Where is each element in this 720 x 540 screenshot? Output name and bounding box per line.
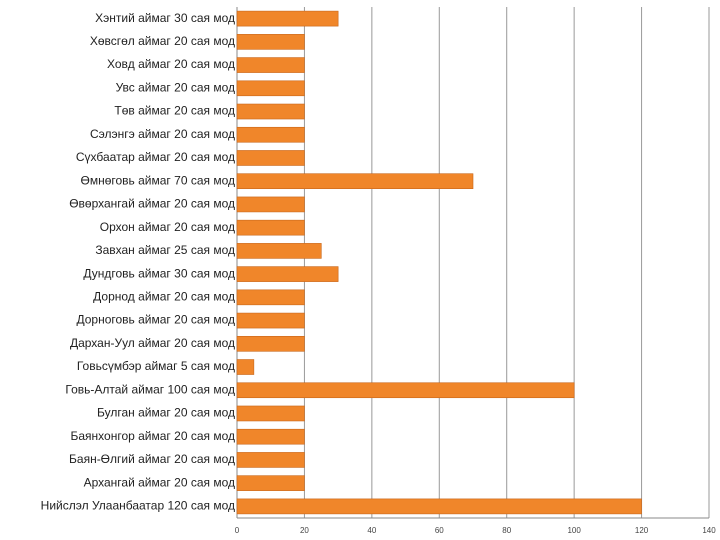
y-tick-label: Төв аймаг 20 сая мод — [114, 104, 235, 118]
y-tick-label: Өмнөговь аймаг 70 сая мод — [81, 173, 236, 187]
y-tick-label: Ховд аймаг 20 сая мод — [107, 57, 235, 71]
y-tick-label: Баян-Өлгий аймаг 20 сая мод — [69, 452, 235, 466]
y-tick-label: Орхон аймаг 20 сая мод — [100, 220, 235, 234]
x-tick-label: 100 — [567, 526, 581, 535]
bar — [236, 359, 255, 375]
x-tick-label: 120 — [635, 526, 649, 535]
bar — [236, 312, 305, 329]
bar — [236, 80, 305, 97]
bar — [236, 243, 322, 259]
y-tick-label: Сэлэнгэ аймаг 20 сая мод — [90, 127, 235, 141]
bar — [236, 452, 305, 468]
y-tick-label: Өвөрхангай аймаг 20 сая мод — [69, 197, 235, 211]
bar — [236, 150, 305, 166]
y-tick-label: Дорноговь аймаг 20 сая мод — [76, 313, 235, 327]
bar — [236, 405, 305, 422]
bar — [236, 57, 305, 73]
bar — [236, 428, 305, 445]
x-tick-label: 0 — [235, 526, 240, 535]
bar — [236, 10, 339, 27]
y-tick-label: Хэнтий аймаг 30 сая мод — [95, 11, 235, 25]
bar — [236, 34, 305, 50]
bar — [236, 219, 305, 236]
y-tick-label: Дундговь аймаг 30 сая мод — [83, 266, 235, 280]
x-tick-label: 40 — [367, 526, 376, 535]
y-tick-label: Хөвсгөл аймаг 20 сая мод — [90, 34, 235, 48]
bar — [236, 289, 305, 306]
y-tick-label: Завхан аймаг 25 сая мод — [95, 243, 235, 257]
y-tick-label: Увс аймаг 20 сая мод — [116, 80, 235, 94]
y-tick-label: Архангай аймаг 20 сая мод — [84, 475, 235, 489]
y-tick-label: Дорнод аймаг 20 сая мод — [93, 290, 235, 304]
y-tick-label: Говь-Алтай аймаг 100 сая мод — [65, 382, 235, 396]
y-tick-label: Баянхонгор аймаг 20 сая мод — [71, 429, 236, 443]
x-tick-label: 20 — [300, 526, 309, 535]
bar — [236, 498, 642, 515]
bar — [236, 266, 339, 282]
bar — [236, 335, 305, 352]
y-tick-label: Нийслэл Улаанбаатар 120 сая мод — [41, 499, 235, 513]
x-tick-label: 80 — [502, 526, 511, 535]
bar — [236, 103, 305, 120]
y-tick-label: Говьсүмбэр аймаг 5 сая мод — [77, 359, 235, 373]
bar — [236, 173, 474, 190]
bar — [236, 475, 305, 491]
x-tick-label: 60 — [435, 526, 444, 535]
bar — [236, 382, 575, 399]
y-tick-label: Сүхбаатар аймаг 20 сая мод — [76, 150, 235, 164]
bar — [236, 196, 305, 213]
x-tick-label: 140 — [702, 526, 716, 535]
y-tick-label: Булган аймаг 20 сая мод — [97, 406, 235, 420]
bar — [236, 126, 305, 143]
y-tick-label: Дархан-Уул аймаг 20 сая мод — [70, 336, 235, 350]
